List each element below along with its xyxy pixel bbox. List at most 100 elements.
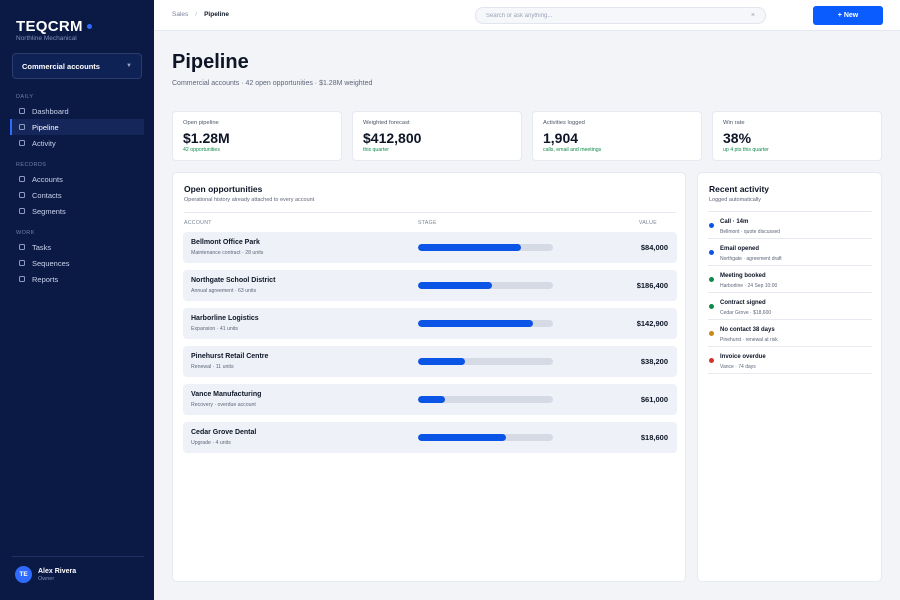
status-dot-icon — [709, 277, 714, 282]
avatar: TE — [15, 566, 32, 583]
list-item[interactable]: Meeting booked Harborline · 24 Sep 10:00 — [708, 266, 872, 293]
sidebar-item-dashboard[interactable]: Dashboard — [10, 103, 144, 119]
list-item[interactable]: Email opened Northgate · agreement draft — [708, 239, 872, 266]
stage-progress-fill — [418, 358, 466, 365]
sidebar-item-activity[interactable]: Activity — [10, 135, 144, 151]
deal-value: $186,400 — [636, 281, 668, 290]
activity-item-meta: Northgate · agreement draft — [720, 256, 782, 262]
user-name: Alex Rivera — [38, 567, 77, 575]
deal-value: $142,900 — [636, 319, 668, 328]
segments-icon — [19, 208, 25, 214]
nav-section-work: WORK — [16, 230, 35, 236]
kpi-note: calls, email and meetings — [543, 147, 602, 153]
kpi-value: 38% — [723, 130, 752, 146]
sidebar-item-tasks[interactable]: Tasks — [10, 239, 144, 255]
kpi-value: $1.28M — [183, 130, 230, 146]
sidebar-item-label: Pipeline — [32, 122, 59, 132]
page-title: Pipeline — [172, 51, 249, 73]
list-item[interactable]: No contact 38 days Pinehurst · renewal a… — [708, 320, 872, 347]
close-icon[interactable]: × — [750, 12, 755, 19]
column-header-account[interactable]: ACCOUNT — [184, 220, 212, 226]
kpi-note: this quarter — [363, 147, 389, 153]
activity-item-meta: Cedar Grove · $18,600 — [720, 310, 772, 316]
table-row[interactable]: Bellmont Office Park Maintenance contrac… — [183, 232, 677, 263]
sidebar-item-contacts[interactable]: Contacts — [10, 187, 144, 203]
account-meta: Upgrade · 4 units — [191, 440, 231, 446]
sidebar-item-label: Contacts — [32, 190, 62, 200]
stage-progress-fill — [418, 244, 521, 251]
column-header-stage[interactable]: STAGE — [418, 220, 437, 226]
activity-item-title: Email opened — [720, 246, 760, 252]
stage-progress-bar — [418, 358, 553, 365]
sidebar-item-label: Segments — [32, 206, 66, 216]
table-row[interactable]: Pinehurst Retail Centre Renewal · 11 uni… — [183, 346, 677, 377]
kpi-win-rate: Win rate 38% up 4 pts this quarter — [712, 111, 882, 161]
kpi-label: Activities logged — [543, 120, 585, 126]
account-name: Vance Manufacturing — [191, 391, 262, 398]
activity-item-meta: Bellmont · quote discussed — [720, 229, 781, 235]
status-dot-icon — [709, 250, 714, 255]
account-meta: Renewal · 11 units — [191, 364, 234, 370]
breadcrumb-sales[interactable]: Sales — [172, 11, 189, 18]
user-role: Owner — [38, 575, 55, 582]
account-meta: Expansion · 41 units — [191, 326, 239, 332]
sidebar-item-label: Dashboard — [32, 106, 69, 116]
stage-progress-fill — [418, 434, 506, 441]
sequences-icon — [19, 260, 25, 266]
activity-icon — [19, 140, 25, 146]
kpi-value: 1,904 — [543, 130, 579, 146]
user-profile[interactable]: TE Alex Rivera Owner — [15, 566, 76, 583]
column-header-value[interactable]: VALUE — [638, 220, 657, 226]
kpi-label: Open pipeline — [183, 120, 219, 126]
search-input[interactable] — [486, 12, 747, 19]
sidebar-item-segments[interactable]: Segments — [10, 203, 144, 219]
new-button[interactable]: + New — [813, 6, 883, 25]
company-name: Northline Mechanical — [16, 35, 77, 42]
account-name: Northgate School District — [191, 277, 276, 284]
sidebar-item-reports[interactable]: Reports — [10, 271, 144, 287]
stage-progress-bar — [418, 434, 553, 441]
account-name: Harborline Logistics — [191, 315, 259, 322]
table-header: ACCOUNT STAGE VALUE — [184, 212, 676, 232]
account-name: Pinehurst Retail Centre — [191, 353, 269, 360]
activity-list: Call · 14m Bellmont · quote discussed Em… — [708, 211, 872, 374]
contacts-icon — [19, 192, 25, 198]
kpi-activities-logged: Activities logged 1,904 calls, email and… — [532, 111, 702, 161]
deal-value: $38,200 — [640, 357, 668, 366]
dashboard-icon — [19, 108, 25, 114]
breadcrumb-separator: / — [195, 11, 198, 18]
activity-item-meta: Pinehurst · renewal at risk — [720, 337, 778, 343]
sidebar-item-accounts[interactable]: Accounts — [10, 171, 144, 187]
kpi-note: 42 opportunities — [183, 147, 220, 153]
list-item[interactable]: Contract signed Cedar Grove · $18,600 — [708, 293, 872, 320]
kpi-label: Win rate — [723, 120, 745, 126]
nav-section-daily: DAILY — [16, 94, 34, 100]
status-dot-icon — [709, 331, 714, 336]
activity-item-title: Invoice overdue — [720, 354, 766, 360]
kpi-note: up 4 pts this quarter — [723, 147, 769, 153]
brand-name: TEQCRM — [16, 18, 83, 35]
account-name: Bellmont Office Park — [191, 239, 260, 246]
topbar: Sales / Pipeline × + New — [154, 0, 900, 31]
list-item[interactable]: Invoice overdue Vance · 74 days — [708, 347, 872, 374]
status-dot-icon — [709, 223, 714, 228]
list-item[interactable]: Call · 14m Bellmont · quote discussed — [708, 212, 872, 239]
table-row[interactable]: Harborline Logistics Expansion · 41 unit… — [183, 308, 677, 339]
opportunities-card: Open opportunities Operational history a… — [172, 172, 686, 582]
nav-section-records: RECORDS — [16, 162, 47, 168]
accounts-icon — [19, 176, 25, 182]
brand-logo[interactable]: TEQCRM — [16, 18, 92, 35]
table-row[interactable]: Vance Manufacturing Recovery · overdue a… — [183, 384, 677, 415]
kpi-label: Weighted forecast — [363, 120, 410, 126]
sidebar-item-label: Tasks — [32, 242, 52, 252]
sidebar-item-sequences[interactable]: Sequences — [10, 255, 144, 271]
account-name: Cedar Grove Dental — [191, 429, 257, 436]
account-meta: Annual agreement · 63 units — [191, 288, 257, 294]
deal-value: $61,000 — [640, 395, 668, 404]
sidebar-item-pipeline[interactable]: Pipeline — [10, 119, 144, 135]
workspace-selector[interactable]: Commercial accounts ▼ — [12, 53, 142, 79]
stage-progress-fill — [418, 282, 493, 289]
deal-value: $84,000 — [640, 243, 668, 252]
table-row[interactable]: Northgate School District Annual agreeme… — [183, 270, 677, 301]
table-row[interactable]: Cedar Grove Dental Upgrade · 4 units $18… — [183, 422, 677, 453]
